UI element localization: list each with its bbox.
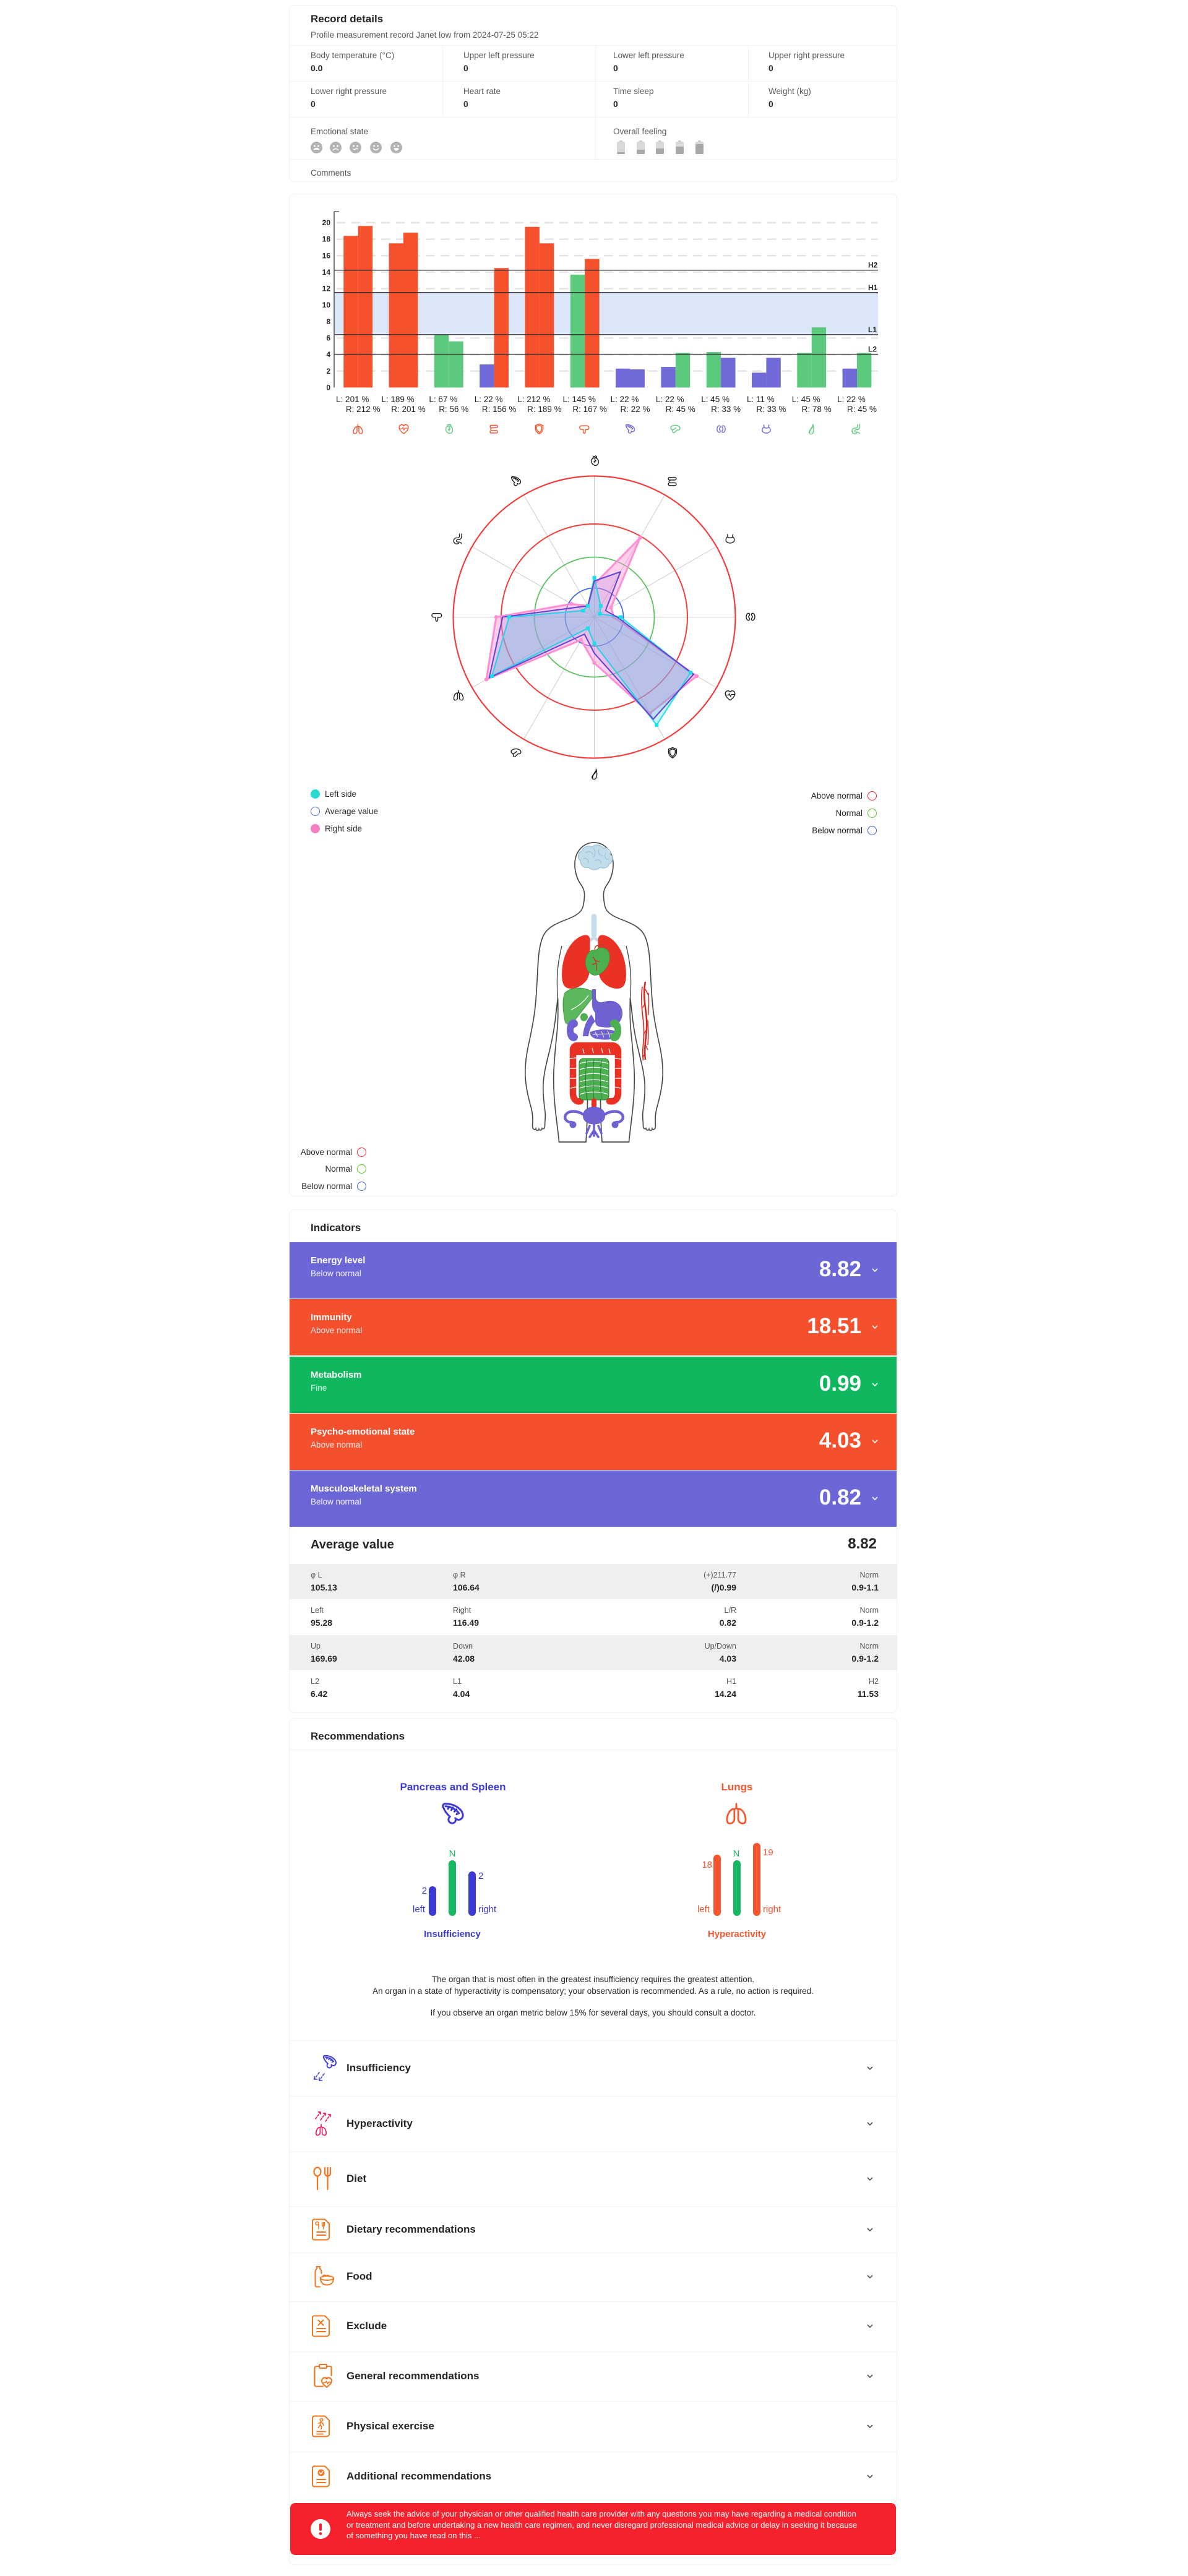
- svg-text:18: 18: [322, 235, 331, 244]
- svg-text:L: 45 %: L: 45 %: [701, 395, 730, 404]
- svg-text:L: 212 %: L: 212 %: [517, 395, 550, 404]
- svg-text:R: 22 %: R: 22 %: [620, 405, 650, 414]
- svg-text:L: 189 %: L: 189 %: [381, 395, 414, 404]
- svg-text:12: 12: [322, 285, 331, 293]
- svg-text:0: 0: [326, 383, 330, 392]
- svg-text:R: 33 %: R: 33 %: [711, 405, 741, 414]
- svg-text:L: 11 %: L: 11 %: [747, 395, 775, 404]
- svg-text:L: 22 %: L: 22 %: [656, 395, 684, 404]
- svg-text:L: 201 %: L: 201 %: [336, 395, 369, 404]
- svg-text:L: 22 %: L: 22 %: [475, 395, 503, 404]
- svg-text:R: 167 %: R: 167 %: [572, 405, 607, 414]
- svg-text:2: 2: [326, 367, 330, 376]
- svg-text:H2: H2: [868, 261, 878, 270]
- svg-text:L: 145 %: L: 145 %: [563, 395, 596, 404]
- svg-text:L1: L1: [868, 325, 877, 334]
- svg-text:R: 212 %: R: 212 %: [346, 405, 381, 414]
- svg-text:R: 78 %: R: 78 %: [802, 405, 832, 414]
- svg-text:16: 16: [322, 251, 331, 260]
- svg-text:L: 22 %: L: 22 %: [611, 395, 639, 404]
- svg-text:R: 45 %: R: 45 %: [666, 405, 695, 414]
- svg-text:R: 189 %: R: 189 %: [527, 405, 562, 414]
- svg-text:L: 67 %: L: 67 %: [429, 395, 457, 404]
- svg-text:6: 6: [326, 334, 330, 343]
- svg-text:L: 45 %: L: 45 %: [792, 395, 820, 404]
- svg-text:4: 4: [326, 350, 330, 359]
- svg-text:R: 33 %: R: 33 %: [756, 405, 786, 414]
- svg-text:R: 56 %: R: 56 %: [439, 405, 468, 414]
- svg-text:14: 14: [322, 268, 331, 277]
- svg-text:8: 8: [326, 317, 330, 326]
- svg-text:R: 156 %: R: 156 %: [482, 405, 517, 414]
- svg-text:R: 45 %: R: 45 %: [847, 405, 877, 414]
- svg-text:R: 201 %: R: 201 %: [391, 405, 426, 414]
- svg-text:20: 20: [322, 218, 331, 227]
- svg-text:H1: H1: [868, 283, 878, 292]
- svg-text:L2: L2: [868, 345, 877, 354]
- svg-text:L: 22 %: L: 22 %: [837, 395, 866, 404]
- svg-text:10: 10: [322, 301, 331, 309]
